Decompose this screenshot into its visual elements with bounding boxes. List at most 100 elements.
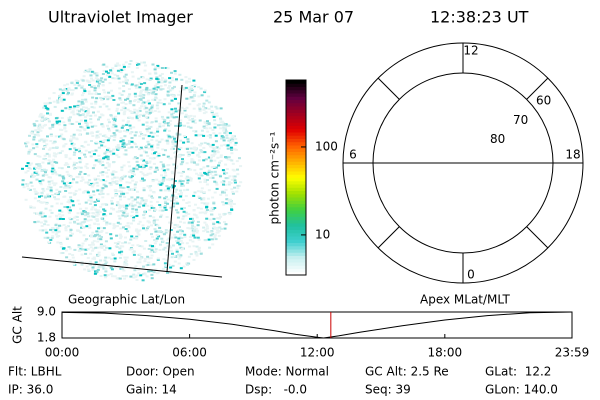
pixel [84, 110, 88, 113]
pixel [131, 188, 134, 191]
pixel [154, 66, 158, 69]
pixel [199, 207, 203, 210]
pixel [204, 111, 208, 114]
pixel [73, 248, 77, 251]
pixel [171, 146, 175, 149]
pixel [189, 168, 193, 171]
pixel [93, 235, 96, 238]
pixel [60, 202, 64, 205]
pixel [154, 240, 158, 243]
pixel [159, 206, 162, 209]
pixel [164, 208, 168, 211]
pixel [195, 252, 199, 255]
pixel [35, 143, 39, 146]
pixel [100, 98, 104, 101]
pixel [130, 171, 134, 174]
pixel [119, 253, 123, 256]
pixel [233, 186, 236, 189]
pixel [96, 233, 100, 236]
pixel [167, 253, 171, 256]
pixel [78, 147, 82, 150]
pixel [82, 92, 85, 95]
pixel [177, 102, 181, 105]
pixel [132, 157, 136, 160]
pixel [101, 84, 105, 87]
pixel [41, 179, 45, 182]
pixel [172, 163, 176, 166]
pixel [47, 153, 51, 156]
pixel [222, 183, 225, 186]
pixel [208, 172, 212, 175]
pixel [34, 193, 38, 195]
pixel [142, 204, 146, 207]
pixel [40, 215, 44, 218]
pixel [173, 191, 177, 193]
pixel [58, 190, 62, 193]
pixel [164, 195, 168, 198]
pixel [83, 268, 87, 271]
pixel [180, 237, 184, 239]
pixel [93, 164, 97, 167]
pixel [101, 97, 105, 100]
pixel [198, 246, 201, 249]
pixel [49, 239, 53, 241]
pixel [42, 157, 46, 160]
pixel [106, 274, 110, 277]
pixel [136, 109, 140, 112]
pixel [100, 245, 103, 247]
pixel [190, 87, 193, 90]
pixel [155, 218, 159, 221]
pixel [229, 200, 233, 203]
pixel [191, 220, 195, 223]
pixel [40, 195, 44, 197]
pixel [177, 237, 181, 240]
pixel [99, 192, 103, 195]
pixel [68, 108, 72, 111]
pixel [105, 171, 109, 174]
pixel [189, 147, 193, 150]
pixel [99, 171, 103, 174]
pixel [147, 257, 151, 260]
pixel [170, 115, 174, 118]
pixel [55, 202, 59, 205]
pixel [43, 145, 47, 148]
pixel [183, 108, 187, 110]
pixel [124, 143, 128, 146]
pixel [46, 224, 50, 226]
pixel [142, 187, 146, 190]
pixel [116, 74, 120, 77]
pixel [213, 119, 217, 122]
pixel [91, 96, 95, 99]
pixel [204, 107, 208, 110]
pixel [118, 209, 121, 212]
colorbar-cell [286, 164, 306, 169]
pixel [154, 268, 158, 271]
pixel [113, 133, 117, 136]
pixel [168, 102, 171, 105]
pixel [163, 262, 167, 265]
pixel [100, 144, 104, 147]
pixel [112, 139, 116, 142]
pixel [207, 169, 211, 172]
pixel [47, 185, 51, 188]
colorbar-cell [286, 203, 306, 208]
pixel [166, 271, 169, 274]
pixel [208, 136, 212, 139]
pixel [104, 270, 108, 273]
pixel [72, 143, 76, 146]
pixel [117, 147, 121, 150]
pixel [182, 86, 186, 89]
pixel [50, 163, 54, 166]
pixel [130, 202, 134, 205]
pixel [111, 181, 115, 184]
pixel [191, 85, 195, 88]
pixel [186, 125, 190, 128]
pixel [171, 76, 175, 79]
pixel [80, 211, 84, 214]
pixel [142, 247, 146, 250]
pixel [72, 137, 76, 140]
pixel [180, 112, 184, 115]
pixel [105, 246, 108, 249]
pixel [223, 191, 226, 194]
